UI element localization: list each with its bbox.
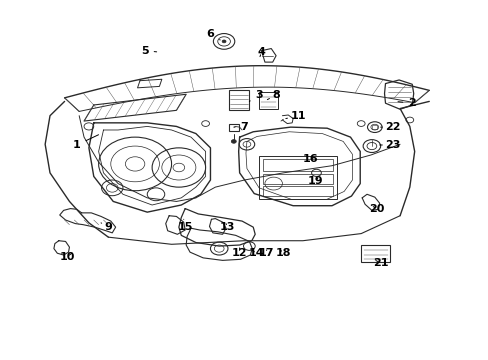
Text: 12: 12 xyxy=(231,248,247,258)
Text: 11: 11 xyxy=(285,111,305,121)
Text: 4: 4 xyxy=(257,47,265,57)
Text: 22: 22 xyxy=(380,122,400,132)
Text: 19: 19 xyxy=(306,176,322,186)
Text: 16: 16 xyxy=(302,154,317,164)
Text: 3: 3 xyxy=(249,90,263,102)
Text: 15: 15 xyxy=(177,219,192,232)
Text: 18: 18 xyxy=(275,248,290,258)
Text: 9: 9 xyxy=(101,222,112,232)
Text: 17: 17 xyxy=(259,248,274,258)
Text: 13: 13 xyxy=(219,222,235,232)
Bar xyxy=(259,156,336,199)
Text: 23: 23 xyxy=(379,140,400,150)
Circle shape xyxy=(231,140,236,143)
Text: 20: 20 xyxy=(369,204,384,214)
Text: 2: 2 xyxy=(397,98,415,108)
Bar xyxy=(228,123,238,131)
Text: 1: 1 xyxy=(73,135,99,150)
Bar xyxy=(259,92,277,109)
Bar xyxy=(263,174,333,184)
Text: 8: 8 xyxy=(267,90,280,100)
Text: 7: 7 xyxy=(233,122,248,132)
Text: 5: 5 xyxy=(141,46,156,56)
Text: 14: 14 xyxy=(248,248,264,258)
Circle shape xyxy=(222,40,225,43)
Text: 10: 10 xyxy=(59,252,75,262)
Bar xyxy=(372,125,376,129)
Bar xyxy=(263,158,333,171)
Text: 21: 21 xyxy=(372,258,387,268)
Bar xyxy=(361,245,389,262)
Bar xyxy=(228,90,249,111)
Text: 6: 6 xyxy=(206,29,220,40)
Bar xyxy=(263,186,333,196)
